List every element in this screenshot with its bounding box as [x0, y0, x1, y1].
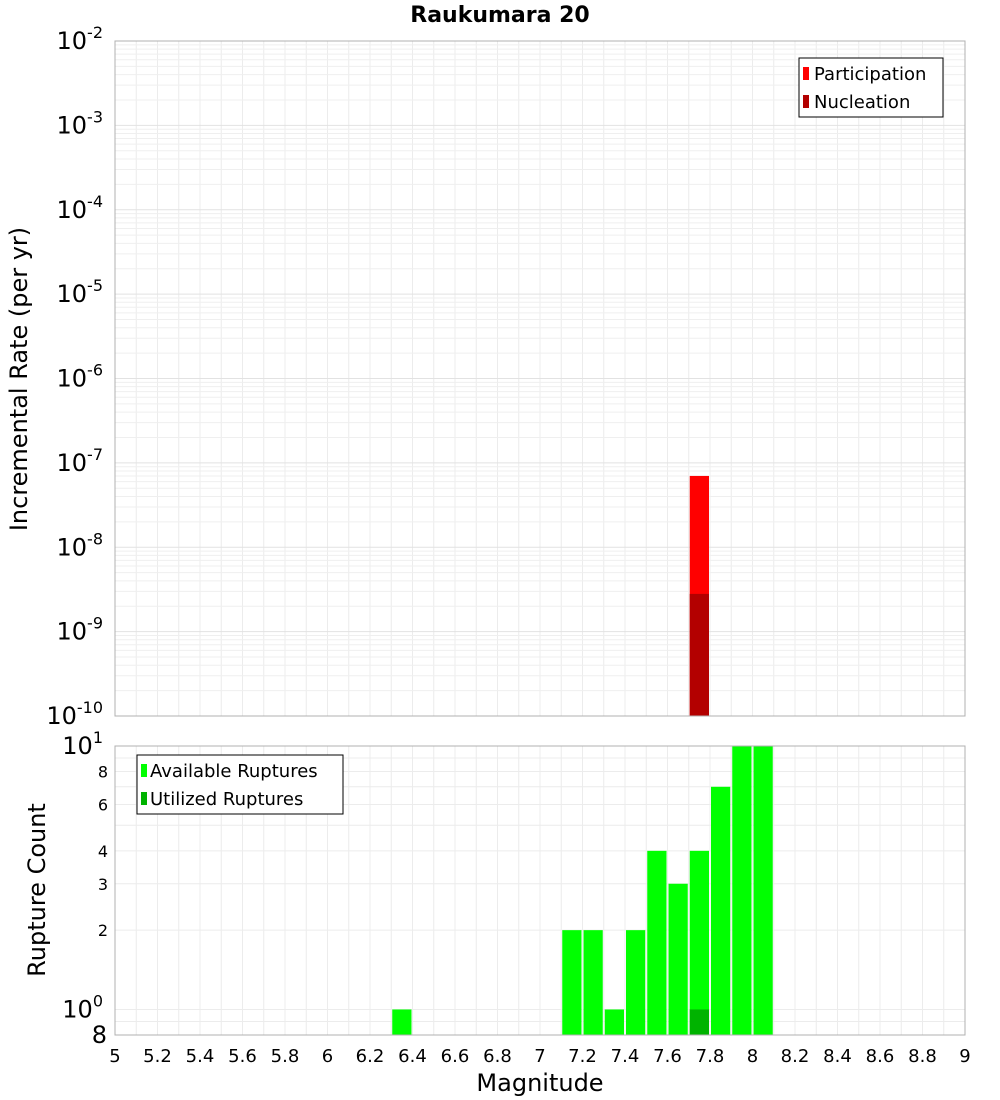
top-y-tick-label: 10-4	[57, 192, 104, 224]
top-y-axis-label: Incremental Rate (per yr)	[5, 227, 33, 531]
available-ruptures-bar	[604, 1009, 624, 1035]
top-y-tick-label: 10-2	[57, 23, 104, 55]
x-tick-label: 6	[322, 1046, 333, 1067]
available-ruptures-bar	[392, 1009, 412, 1035]
bottom-y-tick-minor: 2	[98, 921, 108, 940]
x-tick-label: 7.4	[611, 1046, 640, 1067]
bottom-y-axis-label: Rupture Count	[23, 803, 51, 977]
x-tick-label: 7.2	[568, 1046, 597, 1067]
bottom-legend-box	[136, 754, 344, 815]
top-plot-frame	[114, 40, 966, 717]
top-y-tick-labels: 10-2 10-3 10-4 10-5 10-6 10-7 10-8 10-9 10-10	[46, 23, 103, 730]
x-tick-label: 6.8	[483, 1046, 512, 1067]
legend-label-utilized: Utilized Ruptures	[150, 789, 303, 810]
top-legend-box	[798, 57, 944, 118]
legend-swatch-participation	[803, 67, 809, 80]
bottom-y-tick-minor: 3	[98, 875, 108, 894]
top-y-tick-label: 10-8	[57, 529, 104, 561]
bottom-plot-bars	[392, 746, 773, 1035]
bottom-y-tick-minor: 6	[98, 795, 108, 814]
nucleation-bar	[689, 593, 709, 716]
x-tick-label: 9	[959, 1046, 970, 1067]
top-y-tick-label: 10-6	[57, 361, 104, 393]
top-plot-bars	[689, 475, 709, 716]
legend-label-available: Available Ruptures	[150, 761, 318, 782]
x-tick-label: 5.8	[271, 1046, 300, 1067]
top-y-tick-label: 10-5	[57, 276, 104, 308]
x-tick-label: 6.6	[441, 1046, 470, 1067]
x-tick-label: 8.4	[823, 1046, 852, 1067]
x-tick-label: 6.4	[398, 1046, 427, 1067]
x-tick-label: 5.4	[186, 1046, 215, 1067]
available-ruptures-bar	[711, 786, 731, 1035]
top-y-tick-label: 10-10	[46, 698, 103, 730]
x-axis-label: Magnitude	[476, 1069, 603, 1097]
x-tick-label: 7	[534, 1046, 545, 1067]
legend-swatch-utilized	[141, 792, 147, 805]
bottom-y-tick-minor: 8	[92, 1021, 107, 1049]
x-tick-label: 5	[109, 1046, 120, 1067]
available-ruptures-bar	[689, 850, 709, 1035]
available-ruptures-bar	[562, 930, 582, 1035]
x-tick-label: 8.2	[781, 1046, 810, 1067]
top-y-tick-label: 10-9	[57, 614, 104, 646]
available-ruptures-bar	[626, 930, 646, 1035]
available-ruptures-bar	[647, 850, 667, 1035]
x-tick-label: 5.2	[143, 1046, 172, 1067]
x-tick-label: 7.6	[653, 1046, 682, 1067]
top-y-tick-label: 10-3	[57, 107, 104, 139]
x-tick-labels: 5 5.2 5.4 5.6 5.8 6 6.2 6.4 6.6 6.8 7 7.2 7.4 7.6 7.8 8…	[109, 1046, 970, 1067]
available-ruptures-bar	[583, 930, 603, 1035]
bottom-legend: Available Ruptures Utilized Ruptures	[136, 754, 344, 815]
legend-swatch-available	[141, 764, 147, 777]
available-ruptures-bar	[753, 746, 773, 1035]
top-plot-grid	[114, 41, 966, 717]
utilized-ruptures-bar	[689, 1009, 709, 1035]
chart-title: Raukumara 20	[410, 3, 589, 28]
available-ruptures-bar	[732, 746, 752, 1035]
x-tick-label: 8.8	[908, 1046, 937, 1067]
x-tick-label: 8	[747, 1046, 758, 1067]
x-tick-label: 5.6	[228, 1046, 257, 1067]
bottom-y-tick-minor: 4	[98, 842, 108, 861]
top-y-tick-label: 10-7	[57, 445, 104, 477]
x-tick-label: 7.8	[696, 1046, 725, 1067]
legend-label-nucleation: Nucleation	[814, 92, 910, 113]
bottom-y-tick-major: 101	[62, 728, 103, 760]
bottom-plot-frame	[114, 745, 966, 1036]
x-tick-label: 6.2	[356, 1046, 385, 1067]
bottom-y-tick-minor: 8	[98, 763, 108, 782]
top-legend: Participation Nucleation	[798, 57, 944, 118]
x-tick-label: 8.6	[866, 1046, 895, 1067]
bottom-y-tick-major: 100	[62, 991, 103, 1023]
legend-swatch-nucleation	[803, 95, 809, 108]
legend-label-participation: Participation	[814, 64, 926, 85]
available-ruptures-bar	[668, 883, 688, 1035]
